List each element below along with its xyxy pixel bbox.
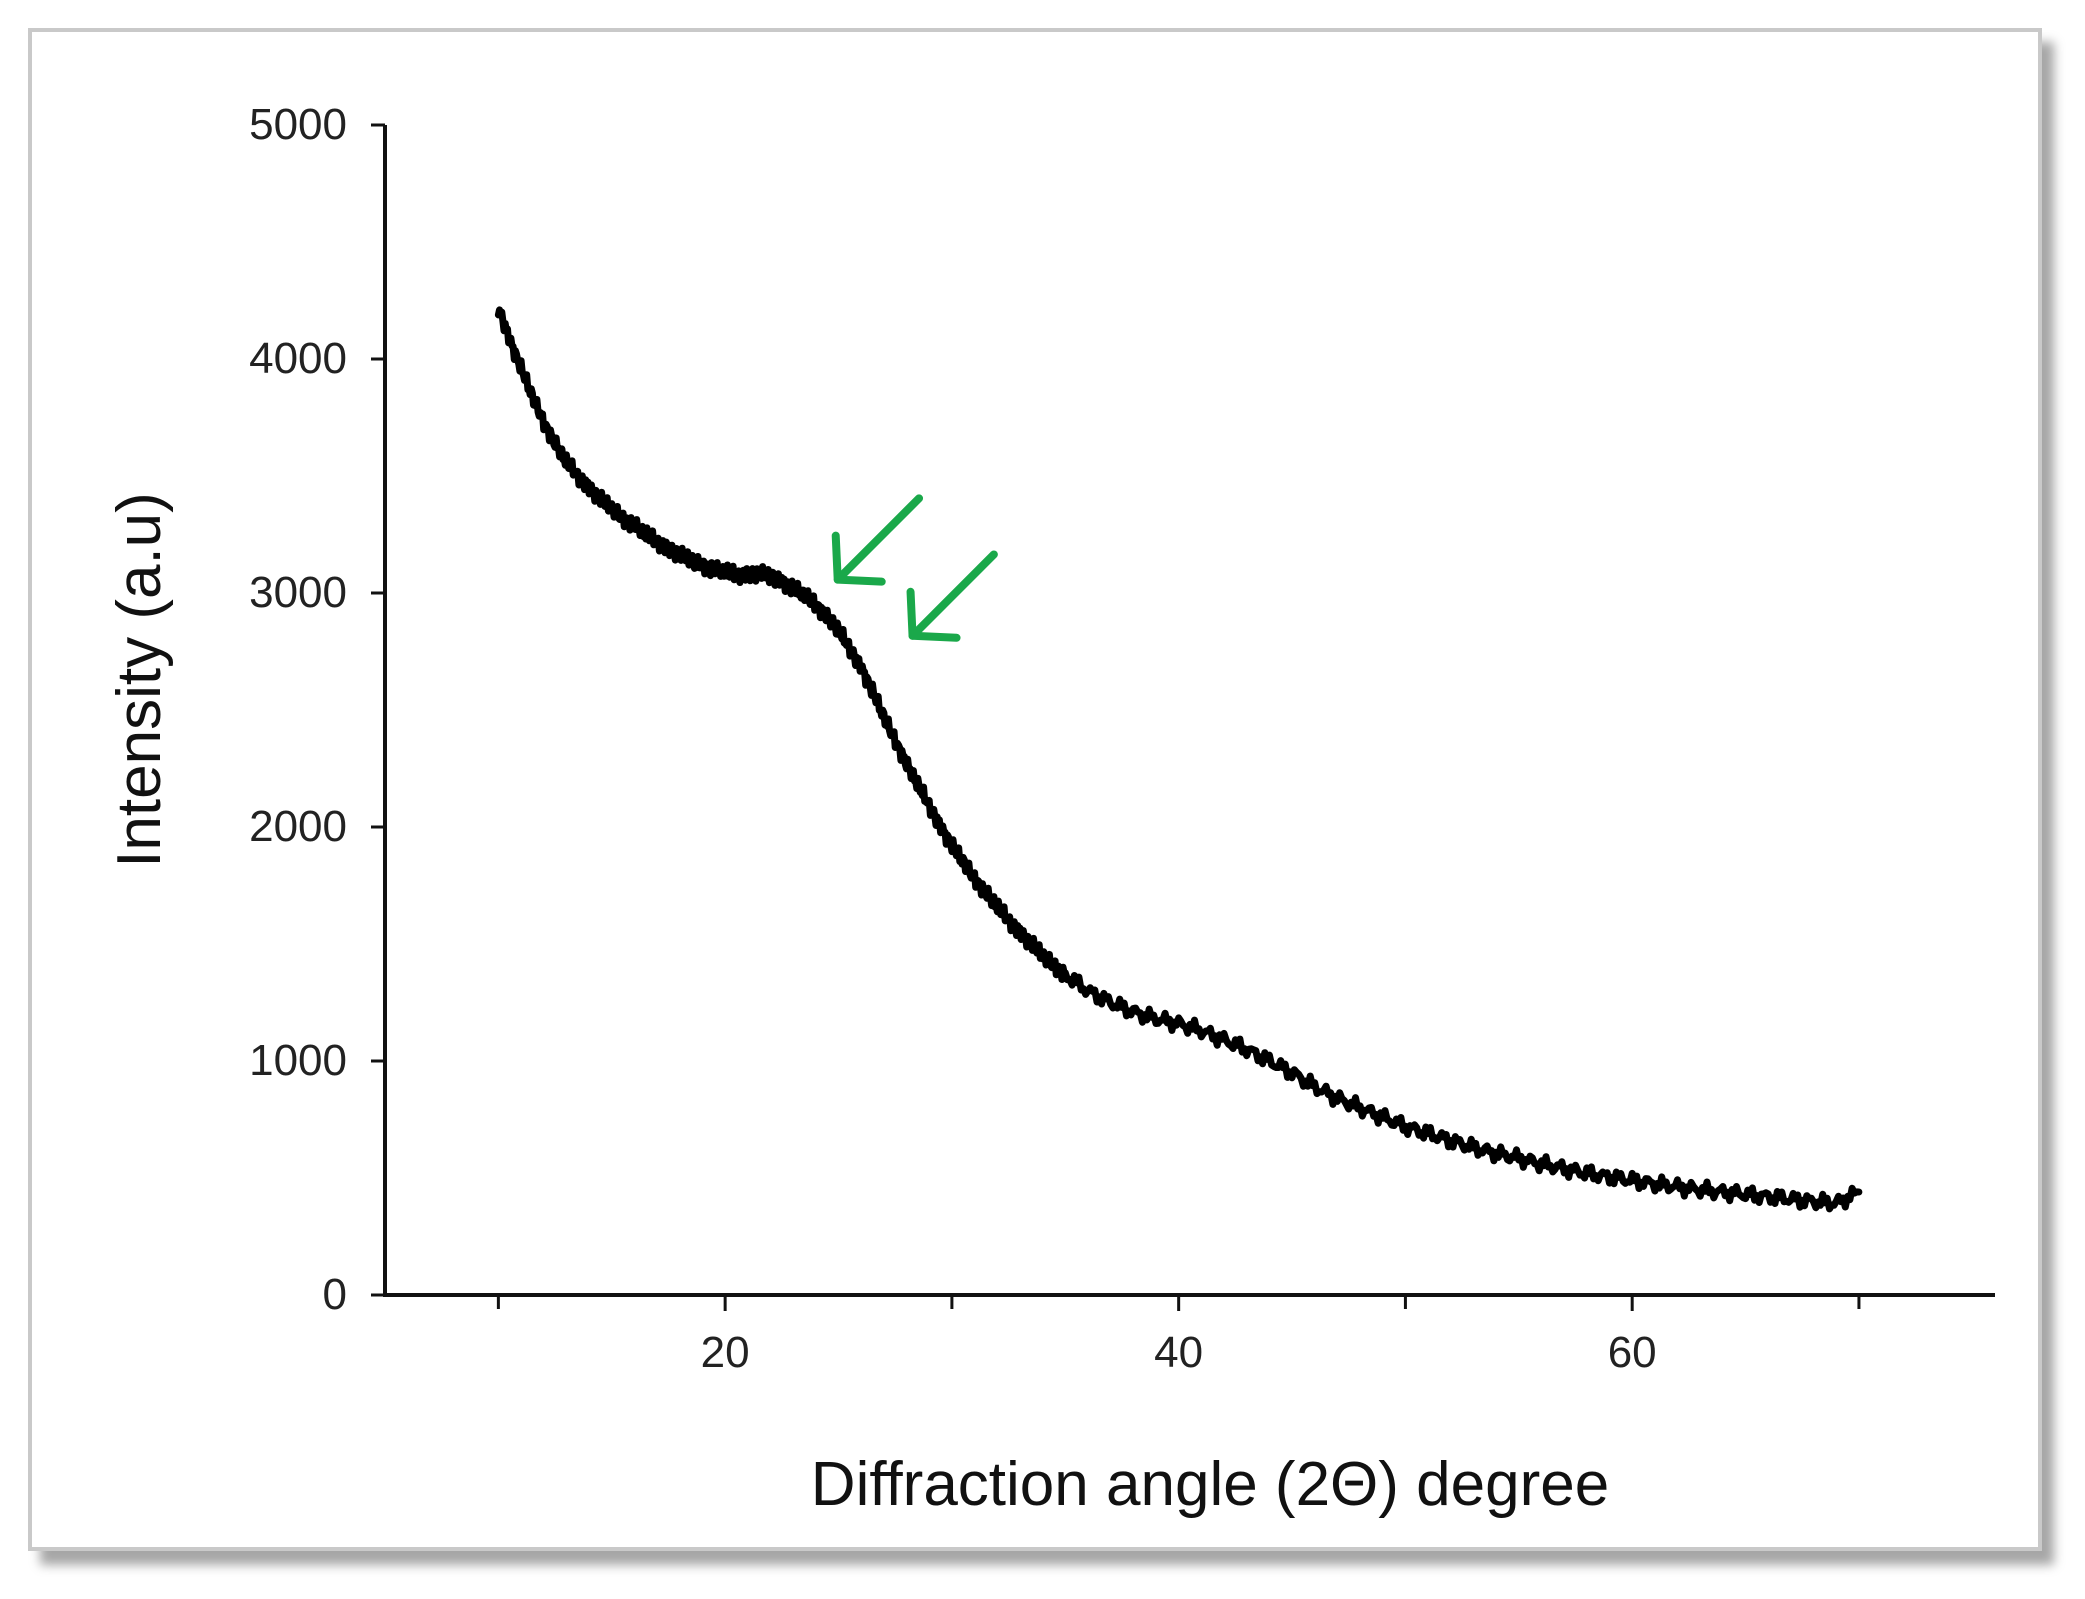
y-tick-label: 4000	[249, 334, 347, 383]
series-line	[494, 306, 1863, 1213]
y-tick-label: 0	[323, 1270, 347, 1319]
x-tick-label: 20	[701, 1328, 750, 1377]
y-axis-title: Intensity (a.u)	[105, 492, 174, 868]
y-tick-label: 5000	[249, 100, 347, 149]
x-tick-label: 60	[1608, 1328, 1657, 1377]
figure-frame	[28, 28, 2042, 1551]
y-tick-label: 2000	[249, 802, 347, 851]
y-tick-label: 3000	[249, 568, 347, 617]
plot-area: 0 1000 2000 3000 4000 5000 20 40 60	[249, 100, 1995, 1377]
annotation-arrow-head	[906, 587, 961, 642]
annotation-arrow-head	[831, 531, 886, 586]
annotation-arrow-shaft	[908, 550, 998, 640]
x-axis-title: Diffraction angle (2Θ) degree	[811, 1450, 1609, 1519]
x-tick-label: 40	[1154, 1328, 1203, 1377]
annotation-arrow-shaft	[833, 494, 924, 584]
y-tick-label: 1000	[249, 1036, 347, 1085]
